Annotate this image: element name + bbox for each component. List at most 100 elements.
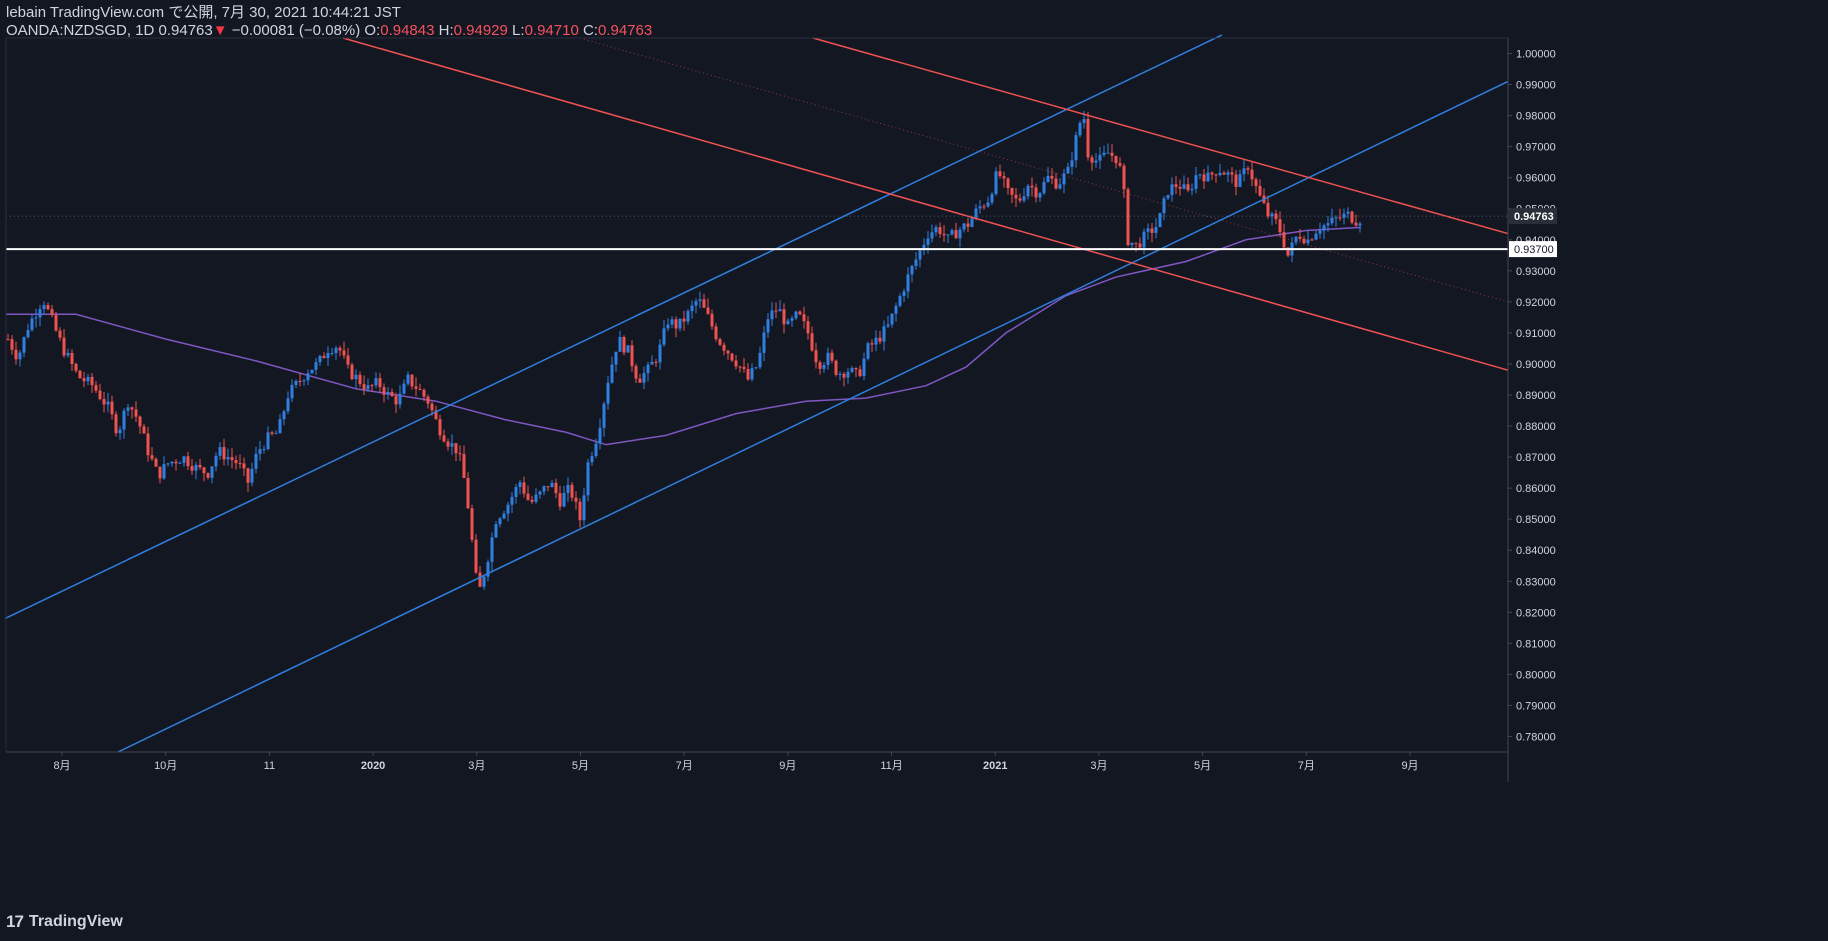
candle-body — [1230, 172, 1234, 175]
candle-body — [1086, 119, 1090, 158]
candle-body — [1026, 185, 1030, 197]
x-axis-ticks[interactable]: 8月 10月 11 2020 3月 5月 7月 9月 11月 2021 3月 5月 7月 9月 — [53, 752, 1419, 772]
current-price-label: 0.94763 — [1514, 211, 1554, 223]
candle-body — [430, 403, 434, 411]
candle-body — [162, 464, 166, 479]
candle-body — [454, 443, 458, 454]
candle-body — [814, 350, 818, 363]
candle-body — [1234, 174, 1238, 187]
candle-body — [442, 435, 446, 442]
close-value: 0.94763 — [597, 22, 653, 39]
x-tick-label: 2021 — [983, 760, 1007, 772]
candle-body — [774, 310, 778, 312]
candle-body — [702, 299, 706, 308]
candle-body — [1034, 187, 1038, 198]
candles — [6, 110, 1362, 590]
candle-body — [1298, 236, 1302, 239]
candle-body — [322, 355, 326, 359]
candle-body — [1130, 242, 1134, 246]
candle-body — [950, 230, 954, 235]
candle-body — [194, 464, 198, 471]
y-tick-label: 0.82000 — [1516, 607, 1556, 619]
x-tick-label: 5月 — [1194, 760, 1211, 772]
candle-body — [622, 337, 626, 353]
candle-body — [70, 352, 74, 364]
candle-body — [722, 344, 726, 351]
candle-body — [318, 355, 322, 363]
candle-body — [370, 385, 374, 387]
candle-body — [962, 223, 966, 230]
candle-body — [394, 396, 398, 405]
candle-body — [890, 313, 894, 325]
candle-body — [1210, 172, 1214, 175]
candle-body — [274, 433, 278, 435]
candle-body — [470, 508, 474, 540]
candle-body — [190, 466, 194, 471]
candle-body — [606, 382, 610, 404]
candle-body — [1134, 242, 1138, 244]
candle-body — [234, 460, 238, 464]
candle-body — [30, 318, 34, 330]
lower-channel-blue[interactable] — [117, 80, 1509, 753]
candle-body — [570, 484, 574, 498]
candle-body — [166, 463, 170, 465]
y-axis-ticks[interactable]: 0.78000 0.79000 0.80000 0.81000 0.82000 0.830… — [1508, 49, 1556, 744]
candle-body — [378, 378, 382, 388]
candle-body — [1218, 172, 1222, 176]
candle-body — [134, 409, 138, 417]
candle-body — [350, 364, 354, 380]
candle-body — [198, 464, 202, 468]
candle-body — [870, 343, 874, 345]
candle-body — [18, 352, 22, 360]
y-tick-label: 0.79000 — [1516, 700, 1556, 712]
y-tick-label: 0.81000 — [1516, 638, 1556, 650]
candle-body — [1138, 243, 1142, 248]
candle-body — [482, 576, 486, 587]
y-tick-label: 0.88000 — [1516, 421, 1556, 433]
candle-body — [154, 458, 158, 467]
candle-body — [898, 296, 902, 306]
candle-body — [1022, 196, 1026, 201]
upper-channel-red[interactable] — [812, 37, 1509, 235]
candle-body — [874, 337, 878, 345]
candle-body — [174, 461, 178, 464]
y-tick-label: 1.00000 — [1516, 49, 1556, 61]
candle-body — [118, 429, 122, 434]
candle-body — [838, 373, 842, 375]
symbol-info: OANDA:NZDSGD, 1D 0.94763 — [6, 22, 213, 39]
candle-body — [998, 171, 1002, 177]
candle-body — [830, 352, 834, 361]
candle-body — [94, 385, 98, 391]
candle-body — [1074, 135, 1078, 161]
candle-body — [966, 223, 970, 227]
candle-body — [218, 447, 222, 456]
candle-body — [734, 360, 738, 367]
upper-channel-blue[interactable] — [4, 34, 1223, 620]
candle-body — [642, 373, 646, 383]
tradingview-brand: TradingView — [28, 913, 123, 930]
candle-body — [498, 518, 502, 525]
candle-body — [130, 407, 134, 410]
candle-body — [906, 274, 910, 292]
candle-body — [550, 482, 554, 488]
candle-body — [466, 477, 470, 509]
candle-body — [1250, 169, 1254, 180]
candle-body — [458, 453, 462, 455]
candle-body — [710, 313, 714, 327]
candle-body — [1246, 168, 1250, 170]
candle-body — [366, 385, 370, 390]
mid-channel-dotted[interactable] — [579, 37, 1509, 303]
candle-body — [58, 330, 62, 338]
lower-channel-red[interactable] — [342, 37, 1509, 371]
candle-body — [178, 462, 182, 464]
trend-lines[interactable] — [4, 34, 1509, 753]
candle-body — [10, 339, 14, 350]
candle-body — [770, 310, 774, 320]
symbol-line: OANDA:NZDSGD, 1D 0.94763▼ −0.00081 (−0.0… — [6, 22, 1506, 40]
candle-body — [942, 233, 946, 236]
candle-body — [974, 208, 978, 219]
candle-body — [698, 299, 702, 302]
candle-body — [818, 362, 822, 369]
candle-body — [6, 339, 10, 341]
